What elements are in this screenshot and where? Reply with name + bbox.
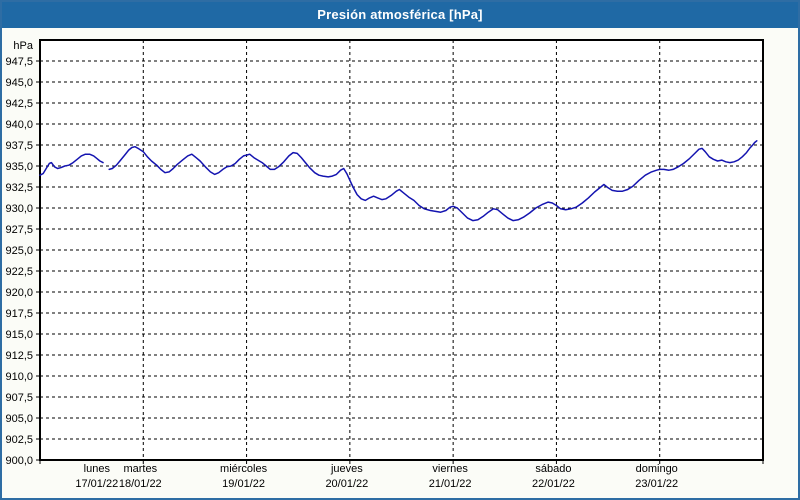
y-tick-label: 937,5 <box>5 140 33 152</box>
x-weekday-label: jueves <box>330 463 363 475</box>
y-tick-label: 922,5 <box>5 266 33 278</box>
y-tick-label: 907,5 <box>5 392 33 404</box>
y-tick-label: 930,0 <box>5 203 33 215</box>
x-weekday-label: lunes <box>84 463 111 475</box>
pressure-line <box>39 140 758 222</box>
y-tick-label: 935,0 <box>5 161 33 173</box>
y-tick-label: 945,0 <box>5 77 33 89</box>
y-axis-unit-label: hPa <box>13 40 33 52</box>
y-tick-label: 917,5 <box>5 308 33 320</box>
x-date-label: 20/01/22 <box>325 478 368 490</box>
y-tick-label: 920,0 <box>5 287 33 299</box>
y-tick-label: 925,0 <box>5 245 33 257</box>
y-tick-label: 900,0 <box>5 455 33 467</box>
x-weekday-label: sábado <box>535 463 571 475</box>
x-weekday-label: domingo <box>636 463 678 475</box>
y-tick-label: 940,0 <box>5 119 33 131</box>
y-tick-label: 927,5 <box>5 224 33 236</box>
pressure-chart: 900,0 902,5 905,0 907,5 910,0 912,5 915,0 917,5… <box>5 39 764 490</box>
x-date-label: 19/01/22 <box>222 478 265 490</box>
x-date-label: 18/01/22 <box>119 478 162 490</box>
y-tick-label: 932,5 <box>5 182 33 194</box>
x-date-label: 22/01/22 <box>532 478 575 490</box>
chart-area: 900,0 902,5 905,0 907,5 910,0 912,5 915,0 917,5… <box>2 28 798 498</box>
y-tick-label: 905,0 <box>5 413 33 425</box>
y-tick-label: 942,5 <box>5 98 33 110</box>
y-tick-label: 910,0 <box>5 371 33 383</box>
x-weekday-label: martes <box>123 463 157 475</box>
x-date-label: 23/01/22 <box>635 478 678 490</box>
x-weekday-label: miércoles <box>220 463 268 475</box>
chart-title-bar: Presión atmosférica [hPa] <box>2 2 798 28</box>
y-tick-label: 915,0 <box>5 329 33 341</box>
y-tick-label: 947,5 <box>5 56 33 68</box>
y-tick-label: 902,5 <box>5 434 33 446</box>
plot-border <box>39 39 764 461</box>
x-weekday-label: viernes <box>432 463 468 475</box>
x-date-label: 21/01/22 <box>429 478 472 490</box>
y-tick-label: 912,5 <box>5 350 33 362</box>
x-date-label: 17/01/22 <box>75 478 118 490</box>
